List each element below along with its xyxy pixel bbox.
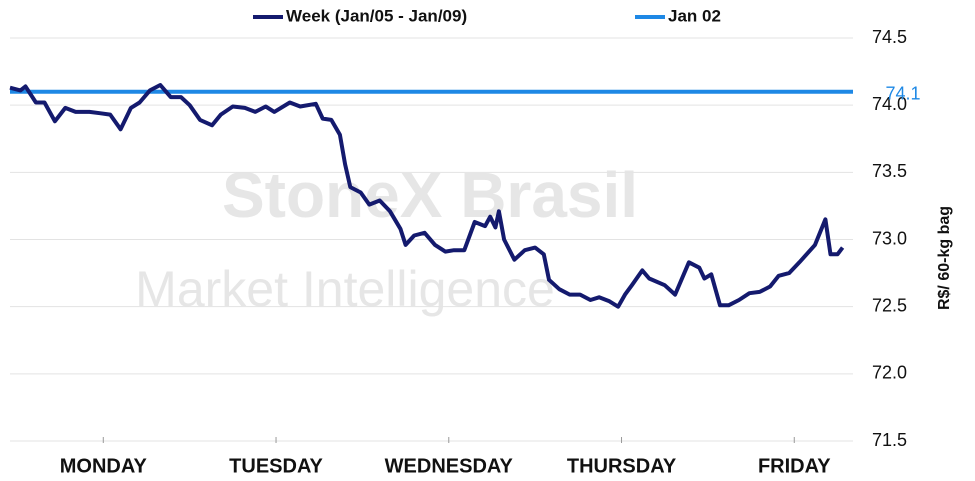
y-tick-label: 74.0	[872, 94, 907, 114]
series-line	[9, 83, 845, 309]
legend-label: Week (Jan/05 - Jan/09)	[286, 6, 467, 25]
x-tick-label: TUESDAY	[229, 455, 323, 477]
x-tick-label: MONDAY	[60, 455, 148, 477]
value-label: 74.1	[885, 83, 920, 103]
y-tick-label: 72.0	[872, 363, 907, 383]
x-tick-label: WEDNESDAY	[385, 455, 514, 477]
y-tick-label: 73.5	[872, 161, 907, 181]
y-tick-label: 71.5	[872, 430, 907, 450]
y-axis-title: R$/ 60-kg bag	[936, 206, 953, 310]
y-tick-label: 73.0	[872, 228, 907, 248]
y-tick-label: 74.5	[872, 27, 907, 47]
watermark-title: StoneX Brasil	[222, 159, 638, 231]
x-tick-label: THURSDAY	[567, 455, 677, 477]
watermark-subtitle: Market Intelligence	[135, 261, 555, 317]
y-tick-label: 72.5	[872, 295, 907, 315]
legend-label: Jan 02	[668, 6, 721, 25]
x-tick-label: FRIDAY	[758, 455, 831, 477]
